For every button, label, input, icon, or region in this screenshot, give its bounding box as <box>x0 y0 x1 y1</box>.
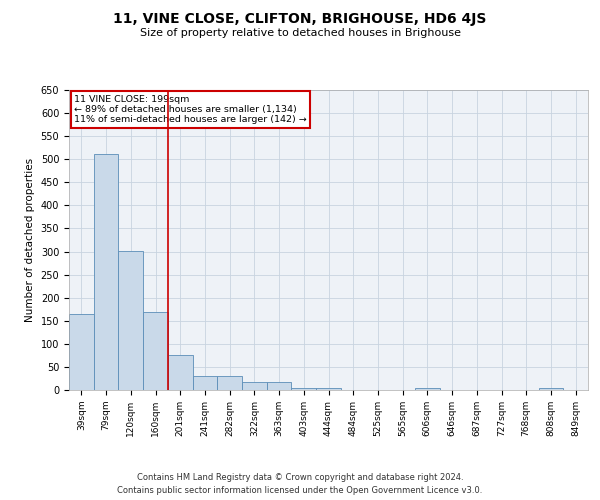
Bar <box>143 312 168 390</box>
Y-axis label: Number of detached properties: Number of detached properties <box>25 158 35 322</box>
Bar <box>69 314 94 390</box>
Text: 11, VINE CLOSE, CLIFTON, BRIGHOUSE, HD6 4JS: 11, VINE CLOSE, CLIFTON, BRIGHOUSE, HD6 … <box>113 12 487 26</box>
Bar <box>267 382 292 390</box>
Bar <box>217 376 242 390</box>
Text: Contains HM Land Registry data © Crown copyright and database right 2024.
Contai: Contains HM Land Registry data © Crown c… <box>118 474 482 495</box>
Bar <box>415 388 440 390</box>
Bar <box>118 250 143 390</box>
Bar <box>539 388 563 390</box>
Text: 11 VINE CLOSE: 199sqm
← 89% of detached houses are smaller (1,134)
11% of semi-d: 11 VINE CLOSE: 199sqm ← 89% of detached … <box>74 94 307 124</box>
Bar <box>94 154 118 390</box>
Bar <box>168 356 193 390</box>
Text: Size of property relative to detached houses in Brighouse: Size of property relative to detached ho… <box>139 28 461 38</box>
Bar <box>292 388 316 390</box>
Bar <box>242 382 267 390</box>
Bar <box>316 388 341 390</box>
Bar <box>193 376 217 390</box>
